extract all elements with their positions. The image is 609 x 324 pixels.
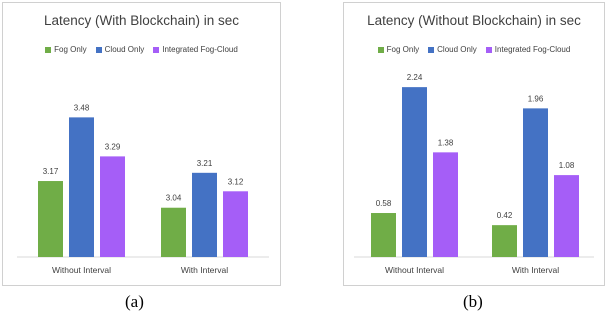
legend-item-integrated: Integrated Fog-Cloud: [153, 45, 238, 54]
data-label: 1.38: [438, 138, 454, 147]
legend-swatch-fog: [377, 46, 384, 53]
data-label: 3.17: [43, 167, 59, 176]
x-tick-label: With Interval: [181, 265, 228, 275]
data-label: 3.29: [105, 142, 121, 151]
bar-cloud-only: [192, 172, 217, 257]
bar-integrated-fog-cloud: [554, 175, 579, 257]
legend-label: Integrated Fog-Cloud: [494, 45, 571, 54]
x-tick-label: With Interval: [512, 265, 559, 275]
legend-item-fog: Fog Only: [377, 45, 420, 54]
data-label: 3.12: [228, 177, 244, 186]
legend-label: Fog Only: [54, 45, 87, 54]
data-label: 3.21: [197, 159, 213, 168]
bar-fog-only: [161, 207, 186, 257]
data-label: 1.96: [528, 94, 544, 103]
plot-area-b: 0.58 2.24 1.38 Without Interval 0.42 1.96 1.08…: [354, 73, 594, 275]
data-label: 3.48: [74, 103, 90, 112]
legend-item-cloud: Cloud Only: [428, 45, 477, 54]
caption-b: (b): [463, 292, 483, 311]
legend-label: Cloud Only: [437, 45, 477, 54]
bar-integrated-fog-cloud: [433, 152, 458, 257]
chart-panel-a: Latency (With Blockchain) in sec Fog Onl…: [2, 2, 281, 286]
chart-title: Latency (With Blockchain) in sec: [43, 13, 240, 28]
legend-swatch-cloud: [428, 46, 435, 53]
chart-title: Latency (Without Blockchain) in sec: [367, 13, 581, 28]
bar-fog-only: [492, 225, 517, 257]
data-label: 3.04: [166, 194, 182, 203]
legend-label: Cloud Only: [104, 45, 145, 54]
legend-swatch-fog: [45, 46, 52, 53]
legend-item-integrated: Integrated Fog-Cloud: [485, 45, 571, 54]
legend-swatch-cloud: [95, 46, 102, 53]
bar-cloud-only: [402, 87, 427, 257]
data-label: 0.42: [497, 211, 513, 220]
plot-area-a: 3.17 3.48 3.29 Without Interval 3.04 3.21 3.12…: [17, 103, 269, 275]
legend: Fog Only Cloud Only Integrated Fog-Cloud: [3, 45, 280, 54]
data-label: 2.24: [407, 73, 423, 82]
x-tick-label: Without Interval: [385, 265, 444, 275]
data-label: 0.58: [376, 199, 392, 208]
legend-item-fog: Fog Only: [45, 45, 87, 54]
legend-swatch-integrated: [485, 46, 492, 53]
bar-fog-only: [371, 213, 396, 257]
legend: Fog Only Cloud Only Integrated Fog-Cloud: [344, 45, 604, 54]
bar-integrated-fog-cloud: [100, 156, 125, 257]
x-tick-label: Without Interval: [52, 265, 111, 275]
bar-integrated-fog-cloud: [223, 191, 248, 257]
caption-a: (a): [125, 292, 144, 311]
legend-label: Fog Only: [386, 45, 420, 54]
bar-cloud-only: [523, 108, 548, 257]
bar-cloud-only: [69, 117, 94, 257]
legend-swatch-integrated: [153, 46, 160, 53]
legend-item-cloud: Cloud Only: [95, 45, 145, 54]
data-label: 1.08: [559, 161, 575, 170]
bar-fog-only: [38, 181, 63, 257]
chart-panel-b: Latency (Without Blockchain) in sec Fog …: [343, 2, 605, 286]
legend-label: Integrated Fog-Cloud: [162, 45, 238, 54]
